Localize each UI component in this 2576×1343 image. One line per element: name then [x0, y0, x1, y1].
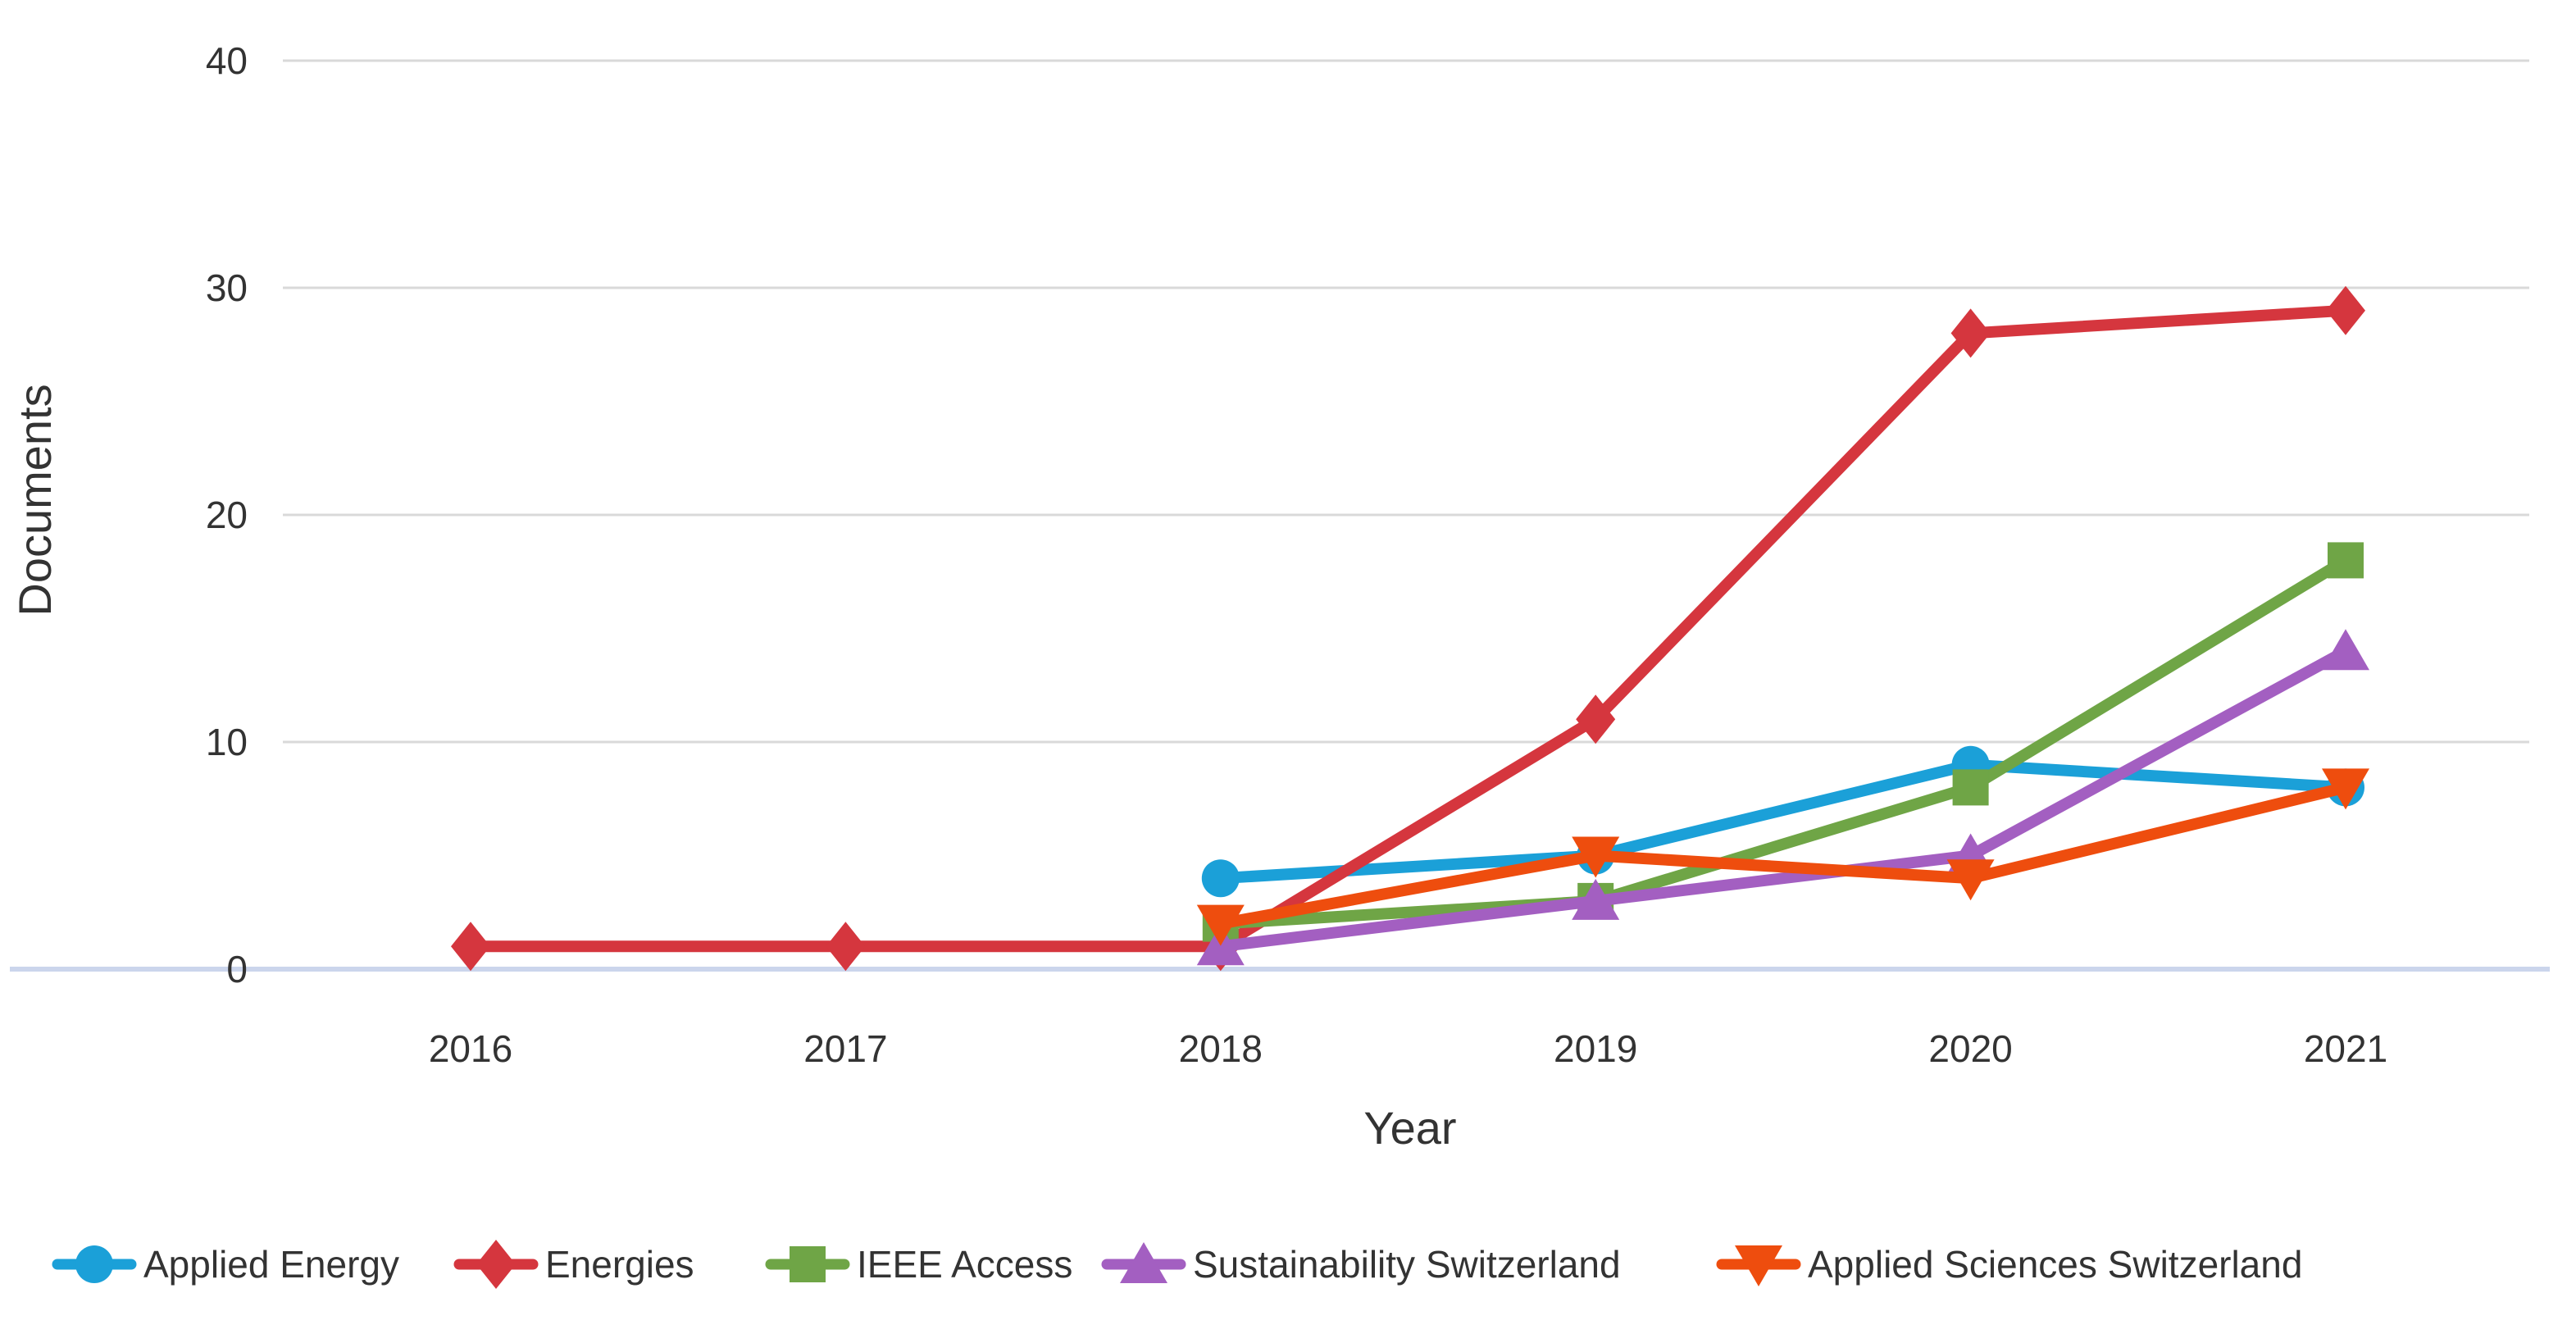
- line-applied-energy: [1214, 758, 2351, 885]
- y-tick-10: 10: [206, 721, 248, 763]
- y-tick-30: 30: [206, 266, 248, 309]
- legend-marker-sustainability-switzerland: [1120, 1242, 1167, 1283]
- marker-sustainability-switzerland-2019: [1572, 878, 1620, 920]
- legend-marker-applied-energy: [75, 1245, 113, 1283]
- legend-item-sustainability-switzerland: Sustainability Switzerland: [1101, 1242, 1621, 1286]
- legend-marker-energies: [476, 1240, 516, 1289]
- marker-applied-sciences-switzerland-2020: [1946, 859, 1995, 901]
- legend-label-ieee-access: IEEE Access: [857, 1243, 1072, 1286]
- y-tick-0: 0: [226, 948, 248, 990]
- x-tick-2019: 2019: [1554, 1027, 1637, 1070]
- tick-layer: 0 10 20 30 40 2016 2017 2018 2019 2020 2021: [206, 39, 2387, 1070]
- marker-applied-sciences-switzerland-2021: [2322, 768, 2369, 810]
- x-tick-2020: 2020: [1928, 1027, 2012, 1070]
- legend-label-energies: Energies: [545, 1243, 694, 1286]
- y-tick-20: 20: [206, 494, 248, 536]
- marker-energies-2020: [1950, 308, 1991, 358]
- legend-label-sustainability-switzerland: Sustainability Switzerland: [1193, 1243, 1621, 1286]
- legend-item-applied-energy: Applied Energy: [52, 1243, 399, 1286]
- legend-label-applied-sciences-switzerland: Applied Sciences Switzerland: [1808, 1243, 2302, 1286]
- legend-marker-ieee-access: [790, 1246, 826, 1282]
- y-tick-40: 40: [206, 39, 248, 82]
- line-applied-sciences-switzerland: [1214, 781, 2351, 930]
- marker-applied-sciences-switzerland-2019: [1572, 836, 1620, 878]
- marker-energies-2019: [1576, 694, 1616, 744]
- series-applied-sciences-switzerland: [1196, 768, 2369, 946]
- marker-energies-2016: [451, 922, 490, 972]
- marker-ieee-access-2021: [2328, 542, 2364, 579]
- y-axis-title: Documents: [9, 384, 61, 616]
- series-layer: [451, 285, 2369, 972]
- marker-ieee-access-2020: [1952, 769, 1989, 806]
- marker-energies-2021: [2326, 285, 2365, 335]
- x-axis-title: Year: [1363, 1102, 1456, 1154]
- line-sustainability-switzerland: [1214, 645, 2351, 953]
- legend-item-applied-sciences-switzerland: Applied Sciences Switzerland: [1716, 1243, 2302, 1286]
- legend: Applied Energy Energies IEEE Access Sustain…: [52, 1240, 2302, 1289]
- line-energies: [465, 304, 2351, 953]
- grid-layer: [10, 59, 2550, 972]
- legend-item-ieee-access: IEEE Access: [765, 1243, 1072, 1286]
- x-tick-2021: 2021: [2304, 1027, 2387, 1070]
- legend-label-applied-energy: Applied Energy: [143, 1243, 399, 1286]
- marker-applied-energy-2018: [1201, 859, 1240, 898]
- legend-item-energies: Energies: [453, 1240, 694, 1289]
- marker-applied-sciences-switzerland-2018: [1196, 904, 1245, 946]
- x-tick-2018: 2018: [1179, 1027, 1263, 1070]
- x-tick-2016: 2016: [429, 1027, 512, 1070]
- legend-marker-applied-sciences-switzerland: [1735, 1245, 1782, 1286]
- marker-energies-2017: [826, 922, 866, 972]
- x-tick-2017: 2017: [803, 1027, 887, 1070]
- line-ieee-access: [1214, 554, 2351, 930]
- marker-sustainability-switzerland-2021: [2322, 629, 2369, 671]
